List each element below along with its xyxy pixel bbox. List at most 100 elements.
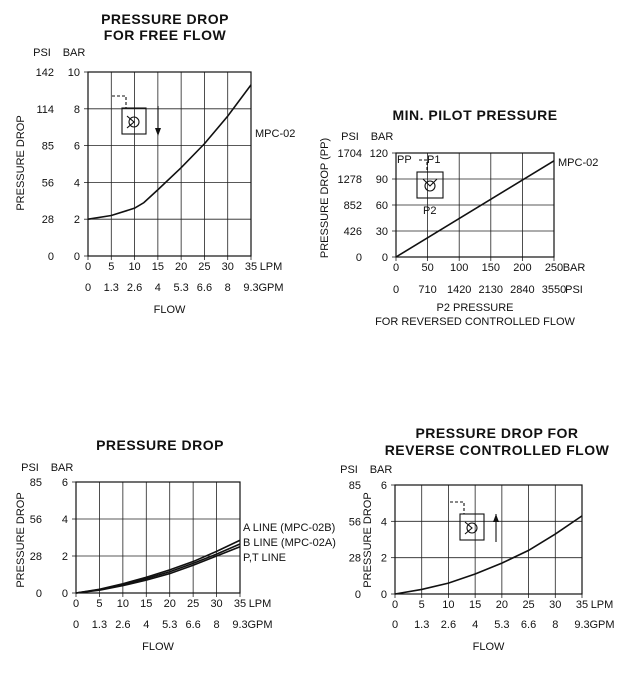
y-tick-label-outer: 56 xyxy=(30,514,42,526)
y-tick-label-outer: 28 xyxy=(30,551,42,563)
flow-arrow-up-icon xyxy=(493,514,499,522)
x-tick-label-secondary: 8 xyxy=(225,282,231,294)
y-tick-label-outer: 85 xyxy=(42,141,54,153)
x-unit-secondary: GPM xyxy=(589,619,614,631)
x-tick-label: 15 xyxy=(152,261,164,273)
pilot-line xyxy=(450,501,465,514)
y-tick-label-outer: 56 xyxy=(349,516,361,528)
symbol-label-p1: P1 xyxy=(427,154,440,166)
x-tick-label: 25 xyxy=(187,598,199,610)
x-tick-label: 100 xyxy=(450,262,468,274)
series-label: MPC-02 xyxy=(255,128,295,140)
series-line xyxy=(75,539,241,594)
series-line xyxy=(75,546,241,594)
x-tick-label: 10 xyxy=(117,598,129,610)
x-tick-label: 25 xyxy=(198,261,210,273)
x-tick-label: 35 xyxy=(245,261,257,273)
x-tick-label: 15 xyxy=(469,599,481,611)
x-tick-label-secondary: 5.3 xyxy=(162,619,177,631)
y-tick-label-inner: 2 xyxy=(62,551,68,563)
x-axis-label: FLOW xyxy=(142,641,174,653)
x-tick-label-secondary: 0 xyxy=(392,619,398,631)
x-tick-label-secondary: 1.3 xyxy=(104,282,119,294)
x-tick-label: 5 xyxy=(108,261,114,273)
plot-frame xyxy=(395,152,555,258)
y-tick-label-inner: 0 xyxy=(381,589,387,601)
chart-title: PRESSURE DROP FOR xyxy=(415,425,578,441)
check-valve-symbol: PP P1 P2 xyxy=(397,154,444,217)
chart-title: PRESSURE DROP xyxy=(96,437,224,453)
series-label: A LINE (MPC-02B) xyxy=(243,522,335,534)
y-tick-label-outer: 28 xyxy=(42,214,54,226)
y-tick-label-inner: 2 xyxy=(381,553,387,565)
y-tick-label-outer: 28 xyxy=(349,553,361,565)
y-tick-label-inner: 0 xyxy=(74,251,80,263)
y-tick-label-outer: 1704 xyxy=(338,148,362,160)
x-tick-label-secondary: 9.3 xyxy=(232,619,247,631)
valve-box xyxy=(459,513,485,541)
y-tick-label-inner: 60 xyxy=(376,200,388,212)
x-tick-label-secondary: 5.3 xyxy=(494,619,509,631)
y-axis-label: PRESSURE DROP (PP) xyxy=(319,138,331,258)
x-tick-label: 25 xyxy=(522,599,534,611)
valve-seat xyxy=(422,178,438,187)
x-tick-label-secondary: 0 xyxy=(393,284,399,296)
x-tick-label-secondary: 2130 xyxy=(479,284,503,296)
x-tick-label: 15 xyxy=(140,598,152,610)
x-tick-label-secondary: 9.3 xyxy=(574,619,589,631)
x-tick-label-secondary: 2.6 xyxy=(441,619,456,631)
y-tick-label-inner: 2 xyxy=(74,214,80,226)
y-unit-outer: PSI xyxy=(21,462,39,474)
y-tick-label-inner: 4 xyxy=(74,177,80,189)
x-unit-secondary: GPM xyxy=(258,282,283,294)
x-tick-label: 50 xyxy=(421,262,433,274)
x-tick-label-secondary: 2.6 xyxy=(115,619,130,631)
x-tick-label-secondary: 710 xyxy=(418,284,436,296)
valve-ball xyxy=(128,116,140,128)
y-tick-label-outer: 114 xyxy=(36,104,54,116)
y-tick-label-outer: 85 xyxy=(349,480,361,492)
y-unit-outer: PSI xyxy=(341,131,359,143)
y-tick-label-outer: 1278 xyxy=(338,174,362,186)
valve-ball xyxy=(466,522,478,534)
x-tick-label-secondary: 6.6 xyxy=(197,282,212,294)
x-axis-label: FOR REVERSED CONTROLLED FLOW xyxy=(375,316,575,328)
plot-frame xyxy=(75,481,241,594)
series-label: MPC-02 xyxy=(558,157,598,169)
y-tick-label-outer: 0 xyxy=(356,252,362,264)
y-tick-label-inner: 30 xyxy=(376,226,388,238)
x-tick-label: 0 xyxy=(85,261,91,273)
chart-2: MIN. PILOT PRESSURE005071010014201502130… xyxy=(319,107,598,328)
y-axis-label: PRESSURE DROP xyxy=(15,492,27,587)
x-tick-label: 10 xyxy=(128,261,140,273)
y-tick-label-outer: 85 xyxy=(30,477,42,489)
plot-frame xyxy=(394,484,583,595)
pilot-line xyxy=(112,95,127,108)
x-tick-label-secondary: 5.3 xyxy=(173,282,188,294)
x-tick-label-secondary: 6.6 xyxy=(185,619,200,631)
y-unit-inner: BAR xyxy=(371,131,394,143)
x-tick-label-secondary: 4 xyxy=(472,619,478,631)
y-tick-label-inner: 0 xyxy=(62,588,68,600)
flow-arrow-down-icon xyxy=(155,128,161,136)
x-tick-label: 0 xyxy=(392,599,398,611)
x-unit-primary: BAR xyxy=(563,262,586,274)
chart-title: FOR FREE FLOW xyxy=(104,27,227,43)
x-tick-label: 250 xyxy=(545,262,563,274)
x-tick-label: 5 xyxy=(419,599,425,611)
series-label: B LINE (MPC-02A) xyxy=(243,537,336,549)
y-tick-label-inner: 6 xyxy=(74,141,80,153)
x-unit-secondary: GPM xyxy=(247,619,272,631)
x-tick-label: 30 xyxy=(549,599,561,611)
symbol-label-pp: PP xyxy=(397,154,412,166)
y-tick-label-outer: 0 xyxy=(36,588,42,600)
x-tick-label-secondary: 4 xyxy=(155,282,161,294)
x-tick-label: 20 xyxy=(164,598,176,610)
chart-title: PRESSURE DROP xyxy=(101,11,229,27)
y-tick-label-inner: 6 xyxy=(381,480,387,492)
x-tick-label: 20 xyxy=(496,599,508,611)
x-tick-label: 30 xyxy=(222,261,234,273)
x-tick-label-secondary: 3550 xyxy=(542,284,566,296)
